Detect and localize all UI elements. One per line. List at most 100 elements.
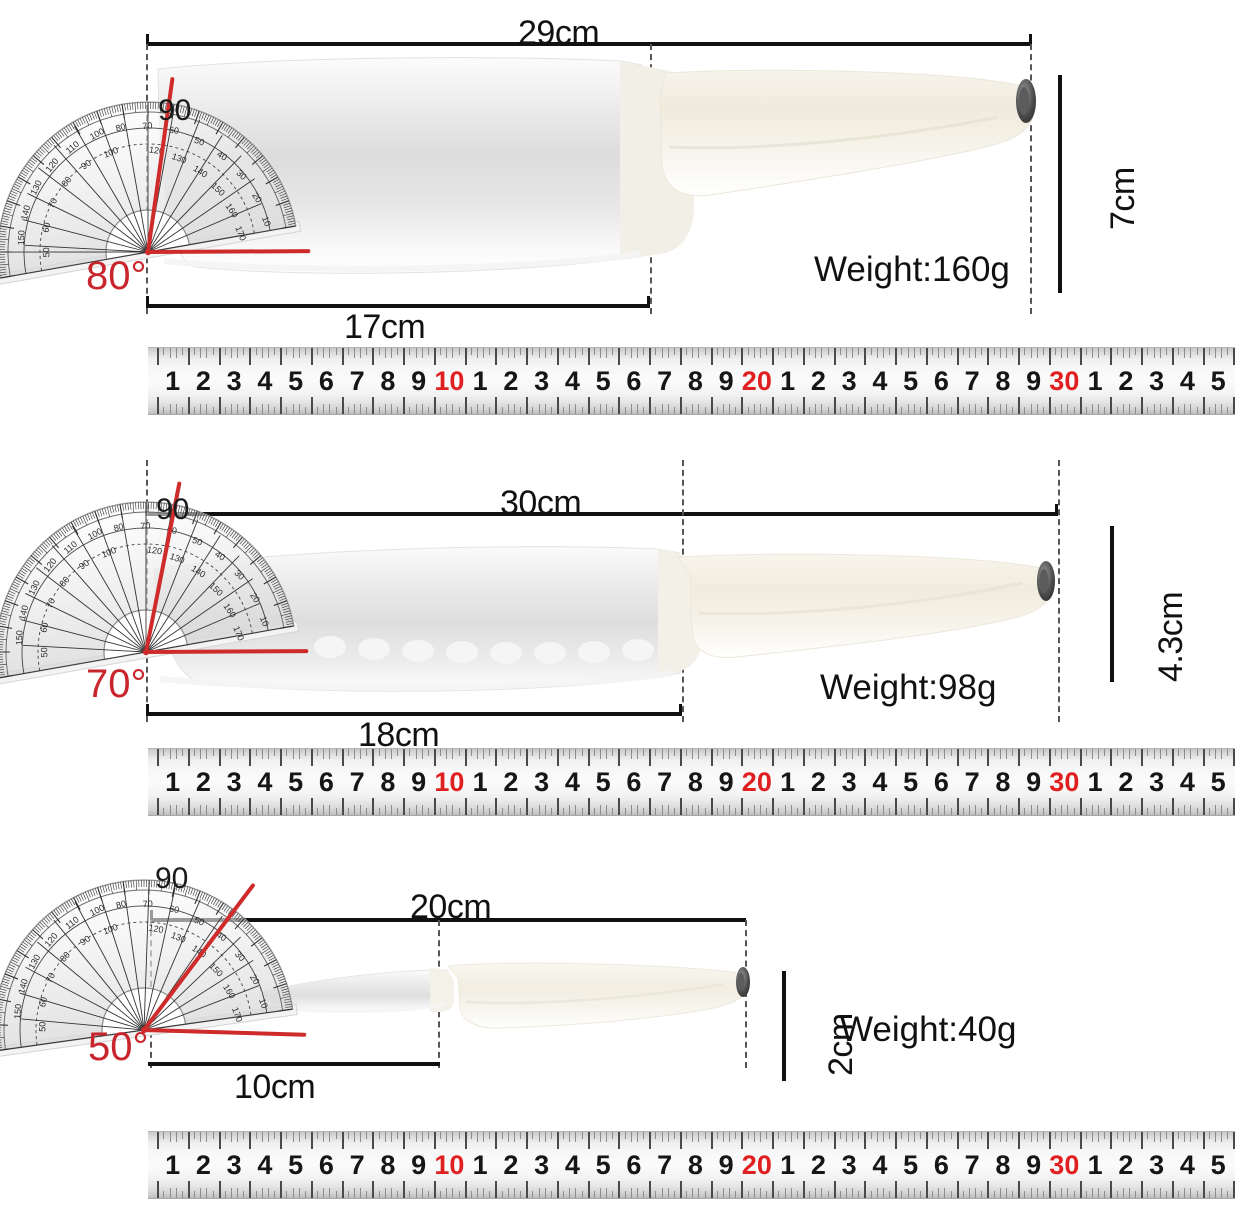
ruler-tick-minor (194, 407, 196, 414)
ruler-number: 30 (1049, 1150, 1080, 1180)
ruler-tick-minor (815, 348, 817, 358)
ruler-tick-minor (354, 805, 356, 815)
ruler-tick-minor (569, 805, 571, 815)
ruler-tick-minor (1092, 749, 1093, 759)
ruler-number: 2 (195, 1150, 211, 1180)
ruler-tick-minor (1227, 1191, 1229, 1198)
ruler-tick-minor (267, 805, 269, 815)
ruler-number: 4 (872, 366, 888, 396)
ruler-tick-minor (206, 1188, 208, 1198)
ruler-tick-minor (692, 1132, 694, 1142)
ruler-tick-minor (766, 1132, 768, 1139)
ruler-tick-minor (870, 348, 872, 355)
ruler-tick-minor (317, 1132, 319, 1139)
ruler-tick-minor (630, 805, 632, 815)
ruler-tick-minor (366, 1132, 368, 1139)
ruler-tick-minor (661, 805, 663, 815)
ruler-number: 2 (503, 1150, 519, 1180)
ruler-tick-minor (1085, 808, 1087, 815)
ruler-tick-minor (175, 404, 177, 414)
ruler-tick-major (1202, 749, 1205, 766)
ruler-tick-minor (360, 1132, 362, 1142)
ruler-tick-minor (181, 407, 183, 414)
ruler-tick-minor (1135, 407, 1137, 414)
ruler-tick-minor (612, 1191, 614, 1198)
ruler-tick-minor (513, 749, 515, 759)
ruler-tick-major (403, 397, 406, 414)
angle-label-50: 50° (88, 1025, 149, 1069)
ruler-tick-minor (1061, 404, 1063, 414)
ruler-tick-minor (206, 348, 208, 358)
ruler-tick-minor (759, 404, 761, 414)
ruler-tick-minor (581, 407, 583, 414)
ruler-tick-minor (698, 1132, 700, 1142)
ruler-tick-minor (600, 749, 602, 759)
ruler-tick-minor (489, 348, 491, 355)
ruler-tick-minor (1042, 749, 1044, 756)
ruler-tick-minor (852, 749, 854, 759)
ruler-tick-minor (520, 1191, 522, 1198)
ruler-number: 3 (226, 767, 242, 797)
ruler-tick-minor (446, 348, 448, 358)
ruler-tick-minor (1208, 1132, 1210, 1139)
ruler-tick-minor (969, 1132, 970, 1142)
ruler-tick-minor (1012, 808, 1014, 815)
ruler-tick-minor (169, 404, 171, 414)
svg-text:70: 70 (44, 596, 57, 609)
ruler-tick-minor (274, 407, 276, 414)
ruler-tick-minor (329, 1132, 331, 1142)
ruler-tick-major (956, 1181, 959, 1198)
svg-text:70: 70 (142, 120, 153, 131)
ruler-tick-major (1202, 348, 1205, 365)
ruler-tick-minor (513, 1188, 515, 1198)
ruler-tick-major (1141, 1132, 1144, 1149)
ruler-tick-major (157, 1132, 160, 1149)
ruler-tick-minor (796, 348, 798, 355)
ruler-tick-minor (1215, 348, 1216, 358)
ruler-tick-minor (212, 348, 214, 355)
ruler-tick-minor (544, 404, 546, 414)
ruler-tick-minor (839, 407, 841, 414)
ruler-tick-major (1110, 348, 1113, 365)
ruler-tick-minor (366, 749, 368, 756)
ruler-tick-minor (839, 1191, 841, 1198)
ruler-tick-minor (427, 749, 429, 756)
ruler-tick-major (925, 348, 928, 365)
ruler-number: 3 (226, 366, 242, 396)
ruler-number: 4 (257, 1150, 273, 1180)
ruler-tick-minor (686, 407, 688, 414)
ruler-number: 2 (810, 366, 826, 396)
ruler-tick-minor (993, 1132, 995, 1139)
ruler-tick-minor (470, 1191, 472, 1198)
ruler-tick-minor (643, 1132, 645, 1139)
ruler-tick-minor (261, 348, 263, 358)
ruler-tick-minor (304, 348, 306, 355)
ruler-tick-minor (477, 805, 479, 815)
ruler-tick-minor (563, 1191, 565, 1198)
ruler-tick-minor (1153, 404, 1155, 414)
ruler-tick-minor (1208, 1191, 1210, 1198)
ruler-number: 5 (595, 1150, 611, 1180)
ruler-number: 5 (288, 366, 304, 396)
ruler-tick-minor (415, 805, 417, 815)
ruler-tick-major (649, 749, 652, 766)
ruler-tick-minor (390, 1188, 392, 1198)
ruler-tick-minor (913, 1132, 915, 1142)
svg-text:10: 10 (257, 997, 270, 1010)
ruler-tick-minor (335, 1132, 337, 1139)
ruler-tick-minor (636, 749, 638, 759)
ruler-number: 5 (903, 366, 919, 396)
ruler-tick-minor (612, 749, 614, 756)
ruler-tick-minor (292, 1132, 294, 1142)
ruler-tick-minor (1005, 348, 1007, 358)
ruler-number: 7 (964, 1150, 980, 1180)
svg-text:50: 50 (37, 1022, 47, 1032)
ruler-tick-minor (513, 348, 515, 358)
ruler-tick-minor (1178, 1132, 1180, 1139)
ruler-tick-minor (1165, 808, 1167, 815)
ruler-number: 6 (626, 366, 642, 396)
ruler-tick-minor (267, 749, 269, 759)
ruler-tick-minor (255, 407, 257, 414)
ruler-number: 3 (841, 366, 857, 396)
ruler-tick-major (1110, 1132, 1113, 1149)
